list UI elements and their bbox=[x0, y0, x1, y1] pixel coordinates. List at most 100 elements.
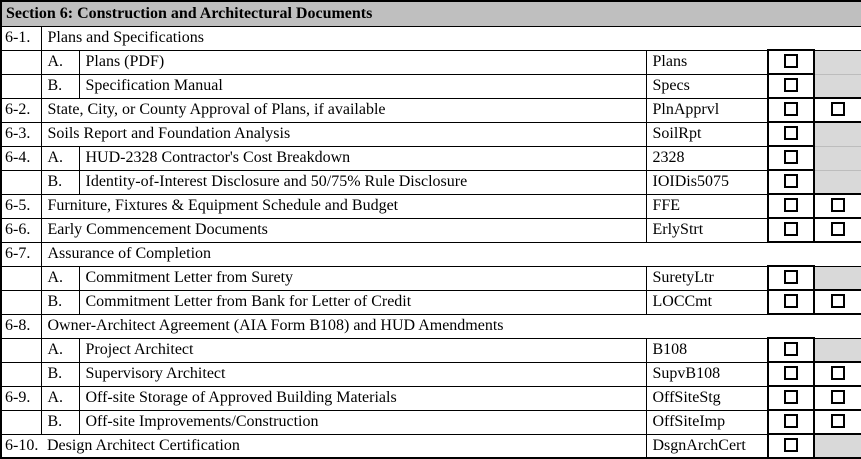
checkbox-cell-1[interactable] bbox=[767, 217, 815, 243]
item-number bbox=[0, 409, 42, 435]
item-row: B. Identity-of-Interest Disclosure and 50… bbox=[0, 169, 861, 195]
item-description: Commitment Letter from Surety bbox=[78, 265, 647, 291]
item-row: 6-2. State, City, or County Approval of P… bbox=[0, 97, 861, 123]
item-code: Plans bbox=[645, 49, 769, 75]
item-code: OffSiteImp bbox=[645, 409, 769, 435]
item-number: 6-3. bbox=[0, 121, 42, 147]
checkbox-unchecked[interactable] bbox=[831, 222, 846, 237]
checkbox-cell-1[interactable] bbox=[767, 265, 815, 291]
item-description: Furniture, Fixtures & Equipment Schedule… bbox=[40, 193, 647, 219]
checkbox-unchecked[interactable] bbox=[784, 414, 798, 429]
shaded-cell-2 bbox=[813, 49, 861, 75]
checkbox-unchecked[interactable] bbox=[784, 222, 798, 237]
checkbox-unchecked[interactable] bbox=[831, 198, 846, 213]
checkbox-cell-1[interactable] bbox=[767, 97, 815, 123]
checkbox-cell-1[interactable] bbox=[767, 409, 815, 435]
item-row: B. Off-site Improvements/Construction OffS… bbox=[0, 409, 861, 435]
item-row: 6-9. A. Off-site Storage of Approved Build… bbox=[0, 385, 861, 411]
group-row: 6-8. Owner-Architect Agreement (AIA Form … bbox=[0, 313, 861, 339]
section-title: Section 6: Construction and Architectura… bbox=[0, 0, 861, 27]
checkbox-cell-1[interactable] bbox=[767, 289, 815, 315]
item-description: 6-10. Design Architect Certification bbox=[0, 433, 647, 459]
item-description: Plans (PDF) bbox=[78, 49, 647, 75]
checkbox-cell-2[interactable] bbox=[812, 217, 861, 243]
item-code: Specs bbox=[645, 73, 769, 99]
item-code: FFE bbox=[645, 193, 769, 219]
checkbox-unchecked[interactable] bbox=[784, 270, 798, 285]
item-letter: A. bbox=[40, 49, 80, 75]
item-code: SoilRpt bbox=[645, 121, 769, 147]
item-row: 6-4. A. HUD-2328 Contractor's Cost Breakdo… bbox=[0, 145, 861, 171]
group-row: 6-7. Assurance of Completion bbox=[0, 241, 861, 267]
section-header-row: Section 6: Construction and Architectura… bbox=[0, 0, 861, 27]
checkbox-cell-1[interactable] bbox=[767, 385, 815, 411]
checkbox-cell-1[interactable] bbox=[767, 121, 815, 147]
checkbox-unchecked[interactable] bbox=[831, 294, 846, 309]
item-description: Soils Report and Foundation Analysis bbox=[40, 121, 647, 147]
group-title: Assurance of Completion bbox=[40, 241, 861, 267]
group-title: Plans and Specifications bbox=[40, 25, 861, 51]
item-letter: A. bbox=[40, 145, 80, 171]
item-number: 6-5. bbox=[0, 193, 42, 219]
checkbox-unchecked[interactable] bbox=[784, 78, 798, 93]
checkbox-unchecked[interactable] bbox=[784, 54, 798, 69]
checkbox-cell-1[interactable] bbox=[767, 145, 815, 171]
item-number bbox=[0, 361, 42, 387]
item-number bbox=[0, 73, 42, 99]
shaded-cell-2 bbox=[813, 169, 861, 195]
checkbox-unchecked[interactable] bbox=[831, 366, 846, 381]
item-row: 6-3. Soils Report and Foundation Analysis… bbox=[0, 121, 861, 147]
checkbox-cell-2[interactable] bbox=[812, 361, 861, 387]
item-letter: A. bbox=[40, 337, 80, 363]
checkbox-cell-2[interactable] bbox=[812, 385, 861, 411]
item-description: Project Architect bbox=[78, 337, 647, 363]
item-row: A. Project Architect B108 bbox=[0, 337, 861, 363]
checkbox-unchecked[interactable] bbox=[784, 366, 798, 381]
checkbox-cell-1[interactable] bbox=[767, 49, 815, 75]
shaded-cell-2 bbox=[813, 73, 861, 99]
checkbox-unchecked[interactable] bbox=[784, 342, 798, 357]
item-row: 6-10. Design Architect Certification DsgnA… bbox=[0, 433, 861, 459]
checkbox-cell-1[interactable] bbox=[767, 361, 815, 387]
checkbox-cell-1[interactable] bbox=[767, 73, 815, 99]
item-number bbox=[0, 337, 42, 363]
item-number: 6-7. bbox=[0, 241, 42, 267]
checkbox-unchecked[interactable] bbox=[831, 414, 846, 429]
checkbox-cell-2[interactable] bbox=[812, 193, 861, 219]
checkbox-unchecked[interactable] bbox=[784, 438, 798, 453]
checkbox-cell-1[interactable] bbox=[767, 169, 815, 195]
item-row: 6-5. Furniture, Fixtures & Equipment Sche… bbox=[0, 193, 861, 219]
item-description: Identity-of-Interest Disclosure and 50/7… bbox=[78, 169, 647, 195]
item-code: SupvB108 bbox=[645, 361, 769, 387]
checkbox-cell-2[interactable] bbox=[812, 97, 861, 123]
item-code: B108 bbox=[645, 337, 769, 363]
checkbox-unchecked[interactable] bbox=[784, 198, 798, 213]
item-description: Specification Manual bbox=[78, 73, 647, 99]
item-description-text: Design Architect Certification bbox=[47, 436, 240, 454]
item-row: B. Supervisory Architect SupvB108 bbox=[0, 361, 861, 387]
checkbox-unchecked[interactable] bbox=[831, 102, 846, 117]
item-description: Off-site Improvements/Construction bbox=[78, 409, 647, 435]
item-code: LOCCmt bbox=[645, 289, 769, 315]
checkbox-cell-1[interactable] bbox=[767, 433, 815, 459]
checkbox-unchecked[interactable] bbox=[784, 174, 798, 189]
shaded-cell-2 bbox=[813, 121, 861, 147]
item-letter: B. bbox=[40, 289, 80, 315]
item-letter: B. bbox=[40, 73, 80, 99]
checkbox-unchecked[interactable] bbox=[831, 390, 846, 405]
item-number bbox=[0, 169, 42, 195]
checkbox-cell-1[interactable] bbox=[767, 337, 815, 363]
checkbox-cell-2[interactable] bbox=[812, 409, 861, 435]
checkbox-unchecked[interactable] bbox=[784, 294, 798, 309]
checkbox-unchecked[interactable] bbox=[784, 390, 798, 405]
item-code: IOIDis5075 bbox=[645, 169, 769, 195]
item-description: Off-site Storage of Approved Building Ma… bbox=[78, 385, 647, 411]
item-number: 6-10. bbox=[5, 436, 39, 454]
item-number: 6-1. bbox=[0, 25, 42, 51]
checkbox-unchecked[interactable] bbox=[784, 126, 798, 141]
checkbox-unchecked[interactable] bbox=[784, 102, 798, 117]
checkbox-cell-2[interactable] bbox=[812, 289, 861, 315]
checkbox-unchecked[interactable] bbox=[784, 150, 798, 165]
checkbox-cell-1[interactable] bbox=[767, 193, 815, 219]
